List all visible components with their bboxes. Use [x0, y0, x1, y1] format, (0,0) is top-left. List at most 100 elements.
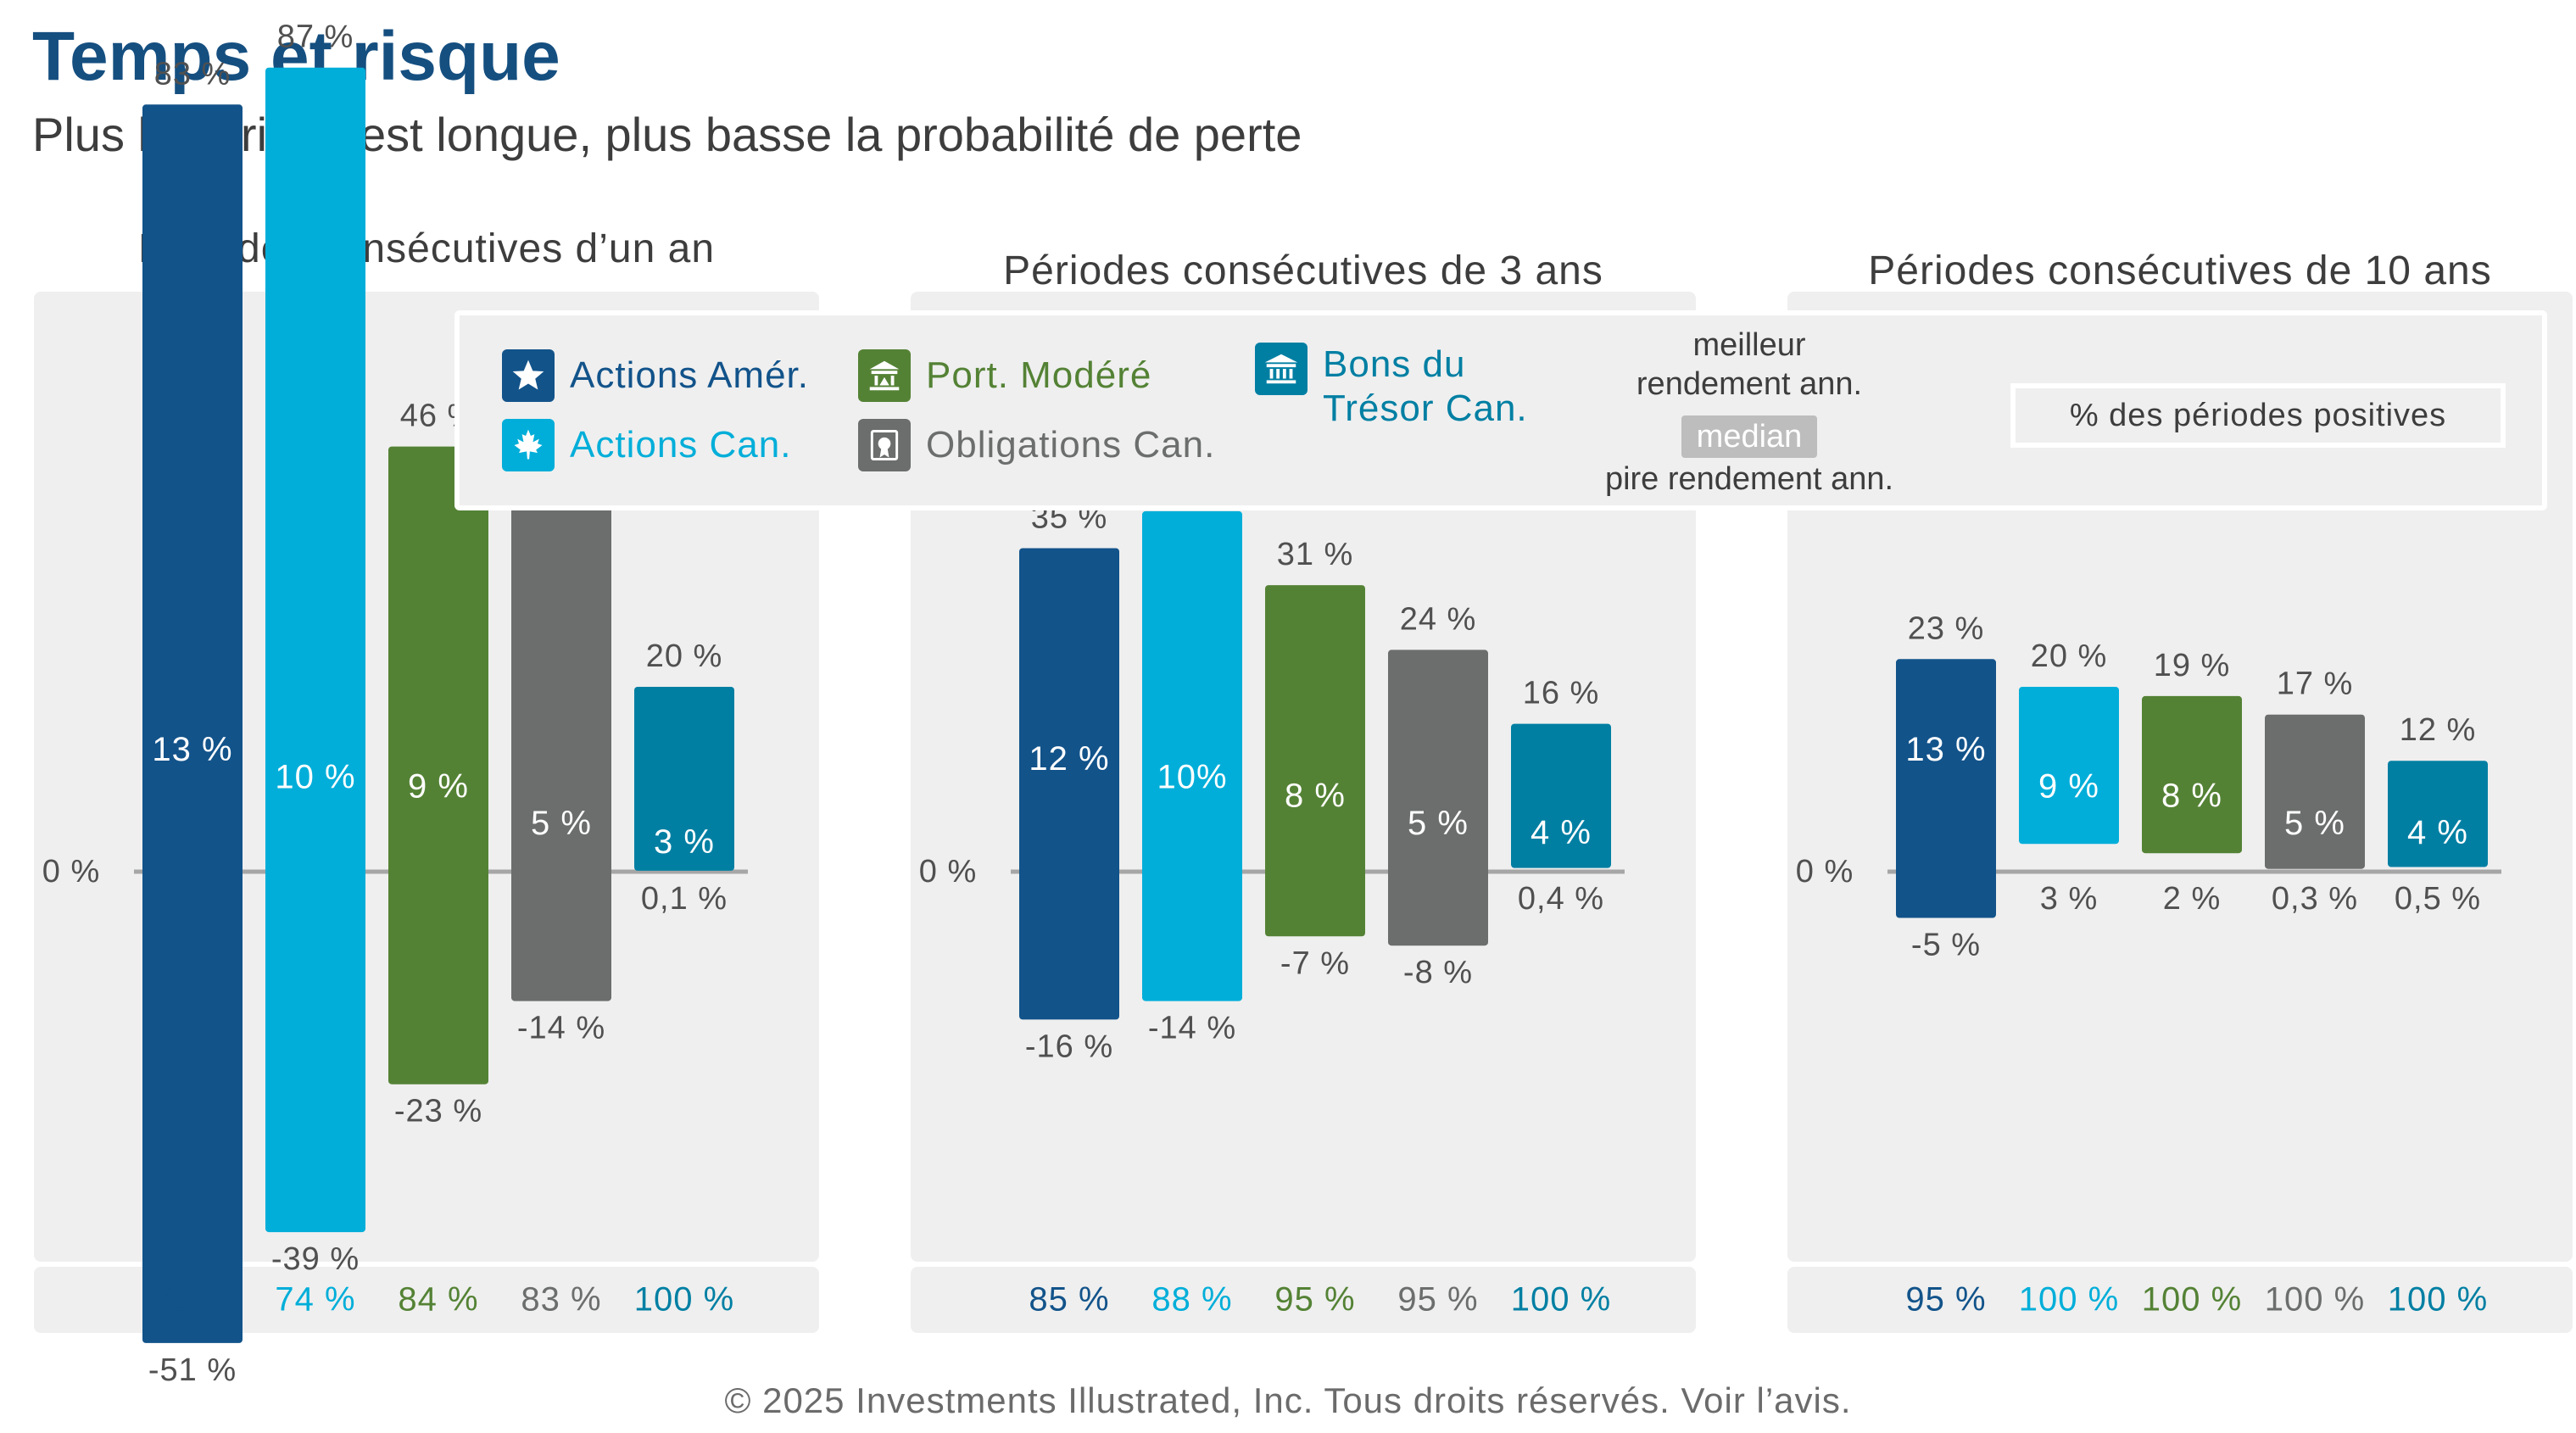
best-label-3yr-moderate: 31 % [1277, 537, 1354, 572]
median-label-10yr-bonds: 5 % [2284, 805, 2345, 842]
positive-label-10yr-can-stocks: 100 % [2019, 1281, 2119, 1319]
legend-item-tbills: Bons du Trésor Can. [1255, 343, 1528, 431]
worst-label-10yr-bonds: 0,3 % [2272, 881, 2358, 917]
legend-item-can-stocks: Actions Can. [502, 419, 791, 471]
median-label-1yr-bonds: 5 % [531, 805, 592, 842]
positive-label-10yr-tbills: 100 % [2388, 1281, 2488, 1319]
positive-label-10yr-moderate: 100 % [2142, 1281, 2242, 1319]
best-label-3yr-bonds: 24 % [1400, 601, 1477, 637]
worst-label-10yr-can-stocks: 3 % [2040, 881, 2098, 917]
worst-label-1yr-can-stocks: -39 % [271, 1241, 360, 1277]
panel-title-3yr: Périodes consécutives de 3 ans [1003, 248, 1603, 293]
legend-item-moderate: Port. Modéré [858, 349, 1151, 402]
worst-label-3yr-bonds: -8 % [1403, 955, 1473, 990]
legend-label-tbills-line1: Bons du [1323, 343, 1466, 385]
best-label-1yr-can-stocks: 87 % [277, 20, 354, 55]
legend-item-bonds: Obligations Can. [858, 419, 1215, 471]
range-bar-1yr-tbills [634, 687, 734, 871]
legend-label-moderate: Port. Modéré [926, 354, 1152, 396]
positive-strip-10yr [1787, 1267, 2573, 1333]
positive-label-3yr-us-stocks: 85 % [1029, 1281, 1109, 1319]
range-bar-1yr-us-stocks [142, 104, 243, 1343]
legend: Actions Amér. Actions Can. Port. Modéré … [454, 310, 2547, 510]
worst-label-1yr-bonds: -14 % [517, 1011, 605, 1046]
median-label-10yr-tbills: 4 % [2407, 814, 2468, 851]
worst-label-3yr-us-stocks: -16 % [1025, 1029, 1113, 1064]
worst-label-10yr-moderate: 2 % [2163, 881, 2221, 917]
positive-label-10yr-us-stocks: 95 % [1905, 1281, 1986, 1319]
range-bar-3yr-moderate [1265, 585, 1365, 937]
median-label-3yr-moderate: 8 % [1285, 777, 1346, 814]
legend-label-can-stocks: Actions Can. [570, 424, 792, 466]
worst-label-3yr-moderate: -7 % [1280, 945, 1350, 981]
best-label-1yr-us-stocks: 83 % [154, 56, 231, 92]
worst-label-10yr-us-stocks: -5 % [1911, 928, 1981, 963]
range-bar-10yr-bonds [2265, 714, 2365, 869]
positive-label-3yr-can-stocks: 88 % [1151, 1281, 1232, 1319]
key-median-label: median [1681, 415, 1817, 458]
key-positive-label: % des périodes positives [2010, 383, 2506, 448]
worst-label-3yr-can-stocks: -14 % [1148, 1011, 1236, 1046]
positive-label-1yr-moderate: 84 % [398, 1281, 478, 1319]
positive-strip-3yr [911, 1267, 1696, 1333]
zero-label-3yr: 0 % [919, 854, 977, 889]
range-bar-1yr-bonds [511, 465, 611, 1001]
best-label-10yr-bonds: 17 % [2277, 666, 2354, 702]
legend-label-tbills: Bons du Trésor Can. [1323, 343, 1528, 431]
star-icon [502, 349, 555, 402]
best-label-10yr-can-stocks: 20 % [2031, 638, 2108, 674]
legend-label-bonds: Obligations Can. [926, 424, 1216, 466]
positive-label-1yr-bonds: 83 % [521, 1281, 601, 1319]
best-label-10yr-tbills: 12 % [2400, 712, 2477, 748]
key-best-label: meilleur [1692, 327, 1806, 363]
best-label-3yr-tbills: 16 % [1523, 676, 1600, 711]
page-subtitle: Plus la période est longue, plus basse l… [32, 108, 1302, 161]
key-worst-label: pire rendement ann. [1604, 461, 1894, 497]
positive-label-1yr-can-stocks: 74 % [275, 1281, 355, 1319]
worst-label-1yr-tbills: 0,1 % [641, 881, 728, 917]
positive-label-1yr-us-stocks: 79 % [152, 1281, 232, 1319]
positive-label-3yr-tbills: 100 % [1511, 1281, 1611, 1319]
positive-label-3yr-moderate: 95 % [1274, 1281, 1355, 1319]
median-label-1yr-us-stocks: 13 % [152, 731, 232, 768]
range-bar-1yr-can-stocks [265, 67, 365, 1233]
median-label-10yr-moderate: 8 % [2161, 777, 2222, 814]
worst-label-1yr-moderate: -23 % [394, 1094, 482, 1129]
positive-label-1yr-tbills: 100 % [634, 1281, 734, 1319]
best-label-10yr-us-stocks: 23 % [1908, 611, 1985, 646]
legend-label-tbills-line2: Trésor Can. [1323, 388, 1528, 429]
median-label-3yr-bonds: 5 % [1408, 805, 1469, 842]
median-label-3yr-can-stocks: 10% [1157, 759, 1227, 796]
zero-label-1yr: 0 % [42, 854, 100, 889]
range-bar-3yr-tbills [1511, 723, 1611, 868]
key-best-label-line2: rendement ann. [1636, 366, 1863, 402]
median-label-1yr-can-stocks: 10 % [275, 759, 355, 796]
zero-label-10yr: 0 % [1796, 854, 1854, 889]
worst-label-3yr-tbills: 0,4 % [1518, 881, 1604, 917]
median-label-1yr-moderate: 9 % [408, 767, 469, 805]
legend-label-us-stocks: Actions Amér. [570, 354, 810, 396]
worst-label-10yr-tbills: 0,5 % [2395, 881, 2481, 917]
median-label-3yr-tbills: 4 % [1531, 814, 1592, 851]
legend-item-us-stocks: Actions Amér. [502, 349, 809, 402]
copyright-footer: © 2025 Investments Illustrated, Inc. Tou… [724, 1380, 1852, 1420]
range-bar-3yr-bonds [1388, 650, 1488, 946]
range-bar-3yr-can-stocks [1142, 510, 1242, 1001]
median-label-10yr-us-stocks: 13 % [1905, 731, 1986, 768]
median-label-10yr-can-stocks: 9 % [2038, 767, 2099, 805]
positive-label-10yr-bonds: 100 % [2265, 1281, 2365, 1319]
range-bar-10yr-us-stocks [1896, 659, 1996, 918]
panel-title-10yr: Périodes consécutives de 10 ans [1868, 248, 2492, 293]
best-label-1yr-tbills: 20 % [646, 638, 723, 674]
median-label-3yr-us-stocks: 12 % [1029, 740, 1109, 778]
range-bar-3yr-us-stocks [1019, 548, 1119, 1020]
range-bar-10yr-tbills [2388, 761, 2488, 867]
worst-label-1yr-us-stocks: -51 % [148, 1352, 237, 1388]
positive-label-3yr-bonds: 95 % [1397, 1281, 1478, 1319]
range-bar-10yr-can-stocks [2019, 687, 2119, 845]
certificate-icon [858, 419, 911, 471]
median-label-1yr-tbills: 3 % [654, 823, 715, 861]
range-bar-1yr-moderate [388, 446, 488, 1085]
best-label-10yr-moderate: 19 % [2154, 648, 2231, 683]
